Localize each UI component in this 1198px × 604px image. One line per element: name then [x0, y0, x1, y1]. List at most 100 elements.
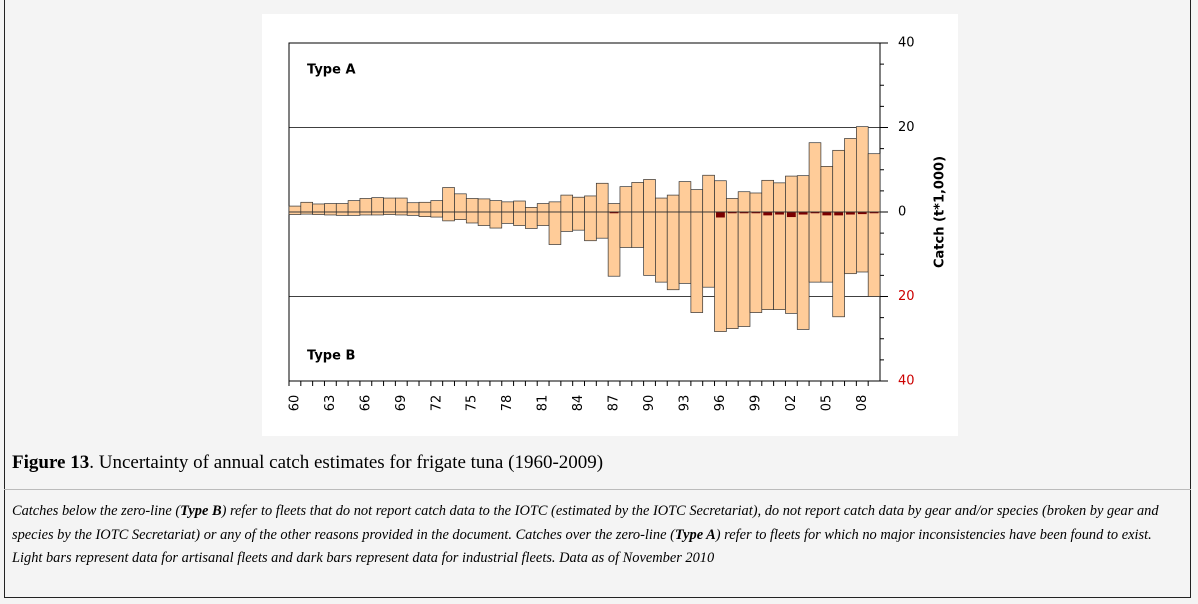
note-emphasis: Type B: [180, 503, 222, 519]
artisanal-bar: [525, 207, 538, 213]
figure-frame: [4, 0, 1191, 598]
x-tick-label: 02: [784, 395, 799, 412]
artisanal-bar: [536, 211, 550, 226]
artisanal-bar: [300, 201, 313, 213]
artisanal-bar: [489, 200, 503, 213]
industrial-bar: [763, 212, 773, 216]
artisanal-bar: [359, 211, 373, 216]
x-tick-label: 87: [607, 395, 622, 412]
artisanal-bar: [501, 201, 514, 213]
industrial-bar: [822, 212, 832, 216]
artisanal-bar: [832, 211, 845, 318]
industrial-bar: [609, 212, 619, 214]
artisanal-bar: [796, 175, 810, 213]
artisanal-bar: [643, 211, 656, 276]
artisanal-bar: [513, 200, 526, 213]
artisanal-bar: [796, 211, 810, 330]
artisanal-bar: [655, 211, 668, 283]
artisanal-bar: [643, 179, 656, 213]
annotation: Type B: [307, 349, 355, 364]
artisanal-bar: [690, 211, 704, 313]
x-tick-label: 63: [323, 395, 338, 412]
artisanal-bar: [454, 211, 467, 220]
artisanal-bar: [678, 181, 692, 213]
artisanal-bar: [312, 203, 325, 213]
artisanal-bar: [383, 197, 396, 213]
figure-note: Catches below the zero-line (Type B ) ref…: [12, 500, 1182, 571]
artisanal-bar: [844, 211, 857, 275]
artisanal-bar: [773, 182, 786, 213]
industrial-bar: [727, 212, 737, 214]
artisanal-bar: [501, 211, 514, 224]
y-tick-label: 40: [898, 36, 915, 51]
artisanal-bar: [465, 211, 479, 224]
artisanal-bar: [513, 211, 526, 226]
note-text: Catches below the zero-line (: [12, 503, 181, 519]
industrial-bar: [739, 212, 749, 214]
artisanal-bar: [607, 211, 621, 277]
artisanal-bar: [548, 201, 562, 213]
industrial-bar: [786, 212, 796, 218]
y-tick-label: 0: [898, 205, 906, 220]
x-tick-label: 84: [571, 395, 586, 412]
caption-text: . Uncertainty of annual catch estimates …: [89, 452, 604, 473]
x-tick-label: 75: [465, 395, 480, 412]
artisanal-bar: [489, 211, 503, 229]
artisanal-bar: [867, 211, 881, 297]
artisanal-bar: [442, 187, 455, 213]
artisanal-bar: [418, 201, 432, 213]
industrial-bar: [857, 212, 867, 215]
artisanal-bar: [666, 211, 680, 291]
x-tick-label: 90: [642, 395, 657, 412]
y-tick-label: 20: [898, 289, 915, 304]
artisanal-bar: [454, 193, 467, 213]
artisanal-bar: [856, 211, 869, 273]
x-tick-label: 69: [394, 395, 409, 412]
artisanal-bar: [832, 149, 845, 213]
artisanal-bar: [737, 211, 751, 327]
artisanal-bar: [560, 194, 574, 213]
industrial-bar: [775, 212, 784, 215]
artisanal-bar: [631, 211, 644, 248]
artisanal-bar: [619, 211, 633, 248]
x-tick-label: 72: [429, 395, 444, 412]
artisanal-bar: [442, 211, 455, 222]
artisanal-bar: [359, 198, 373, 213]
caption-label: Figure 13: [12, 452, 90, 473]
artisanal-bar: [702, 211, 715, 288]
artisanal-bar: [371, 211, 384, 216]
artisanal-bar: [288, 205, 302, 213]
artisanal-bar: [867, 153, 881, 213]
artisanal-bar: [631, 182, 644, 213]
artisanal-bar: [477, 211, 491, 226]
artisanal-bar: [548, 211, 562, 245]
x-tick-label: 81: [536, 395, 551, 412]
artisanal-bar: [714, 180, 727, 213]
artisanal-bar: [406, 211, 420, 216]
artisanal-bar: [666, 194, 680, 213]
note-text: ) refer to fleets for which no major inc…: [12, 526, 1152, 567]
separator: [4, 489, 1191, 490]
artisanal-bar: [725, 198, 739, 213]
artisanal-bar: [572, 211, 585, 231]
artisanal-bar: [725, 211, 739, 329]
artisanal-bar: [335, 203, 349, 213]
artisanal-bar: [418, 211, 432, 217]
industrial-bar: [810, 212, 820, 214]
artisanal-bar: [785, 211, 798, 314]
artisanal-bar: [536, 203, 550, 213]
artisanal-bar: [430, 211, 444, 218]
artisanal-bar: [595, 211, 609, 239]
artisanal-bar: [572, 196, 585, 213]
artisanal-bar: [324, 203, 337, 213]
artisanal-bar: [749, 211, 763, 313]
artisanal-bar: [737, 191, 751, 213]
artisanal-bar: [430, 200, 444, 213]
artisanal-bar: [785, 175, 798, 213]
x-tick-label: 93: [677, 395, 692, 412]
note-emphasis: Type A: [674, 526, 716, 543]
y-tick-label: 40: [898, 374, 915, 389]
artisanal-bar: [619, 186, 633, 213]
industrial-bar: [798, 212, 808, 215]
artisanal-bar: [584, 195, 597, 213]
